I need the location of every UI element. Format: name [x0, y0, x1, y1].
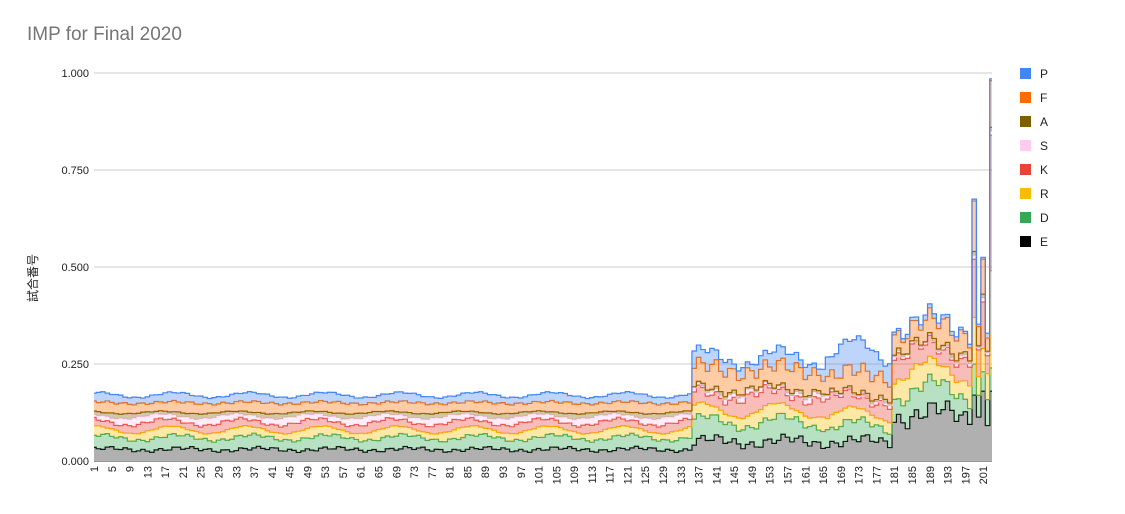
legend-item-e[interactable]: E — [1020, 235, 1048, 249]
series-line-r — [94, 270, 992, 435]
x-tick-label: 121 — [622, 466, 634, 484]
x-tick-label: 189 — [925, 466, 937, 484]
x-tick-label: 17 — [160, 466, 172, 478]
legend-swatch — [1020, 68, 1031, 79]
legend-swatch — [1020, 212, 1031, 223]
x-tick-label: 77 — [427, 466, 439, 478]
x-tick-label: 153 — [765, 466, 777, 484]
x-tick-label: 93 — [498, 466, 510, 478]
x-tick-label: 33 — [231, 466, 243, 478]
legend-label: P — [1040, 67, 1048, 81]
x-tick-label: 169 — [836, 466, 848, 484]
legend-label: R — [1040, 187, 1049, 201]
legend-item-s[interactable]: S — [1020, 139, 1048, 153]
legend-label: D — [1040, 211, 1049, 225]
x-tick-label: 197 — [960, 466, 972, 484]
x-tick-label: 29 — [213, 466, 225, 478]
x-tick-label: 89 — [480, 466, 492, 478]
x-tick-label: 149 — [747, 466, 759, 484]
x-tick-label: 13 — [142, 466, 154, 478]
legend-item-d[interactable]: D — [1020, 211, 1049, 225]
legend-item-a[interactable]: A — [1020, 115, 1048, 129]
x-tick-label: 61 — [356, 466, 368, 478]
series-area-p — [94, 78, 992, 406]
x-tick-label: 73 — [409, 466, 421, 478]
x-tick-label: 57 — [338, 466, 350, 478]
legend-label: S — [1040, 139, 1048, 153]
x-tick-label: 69 — [391, 466, 403, 478]
series-area-e — [94, 391, 992, 461]
legend-swatch — [1020, 140, 1031, 151]
x-tick-label: 37 — [249, 466, 261, 478]
legend-label: F — [1040, 91, 1047, 105]
x-tick-label: 117 — [605, 466, 617, 484]
x-tick-label: 25 — [196, 466, 208, 478]
y-tick-label: 1.000 — [61, 68, 89, 80]
x-tick-label: 181 — [889, 466, 901, 484]
x-tick-label: 41 — [267, 466, 279, 478]
series-line-e — [94, 390, 992, 454]
x-tick-label: 177 — [871, 466, 883, 484]
legend-item-k[interactable]: K — [1020, 163, 1048, 177]
x-tick-label: 53 — [320, 466, 332, 478]
x-tick-label: 9 — [125, 466, 137, 472]
series-line-a — [94, 126, 992, 415]
legend-label: E — [1040, 235, 1048, 249]
legend-swatch — [1020, 164, 1031, 175]
series-line-p — [94, 78, 992, 400]
x-tick-label: 85 — [462, 466, 474, 478]
x-tick-label: 81 — [445, 466, 457, 478]
x-tick-label: 137 — [694, 466, 706, 484]
x-tick-label: 145 — [729, 466, 741, 484]
legend-label: K — [1040, 163, 1048, 177]
x-tick-label: 105 — [551, 466, 563, 484]
x-tick-label: 21 — [178, 466, 190, 478]
x-tick-label: 49 — [302, 466, 314, 478]
series-line-f — [94, 80, 992, 406]
x-tick-label: 113 — [587, 466, 599, 484]
x-tick-label: 165 — [818, 466, 830, 484]
legend-label: A — [1040, 115, 1048, 129]
y-tick-label: 0.250 — [61, 359, 89, 371]
x-tick-label: 125 — [640, 466, 652, 484]
legend-swatch — [1020, 188, 1031, 199]
x-tick-label: 101 — [534, 466, 546, 484]
series-area-d — [94, 364, 992, 453]
x-tick-label: 141 — [711, 466, 723, 484]
legend-swatch — [1020, 92, 1031, 103]
series-line-d — [94, 363, 992, 443]
x-tick-label: 133 — [676, 466, 688, 484]
y-axis-ticks: 0.000 0.250 0.500 0.750 1.000 — [61, 68, 89, 468]
x-tick-label: 45 — [285, 466, 297, 478]
x-tick-label: 161 — [800, 466, 812, 484]
x-tick-label: 193 — [943, 466, 955, 484]
x-tick-label: 185 — [907, 466, 919, 484]
legend-item-r[interactable]: R — [1020, 187, 1049, 201]
chart-title: IMP for Final 2020 — [27, 24, 182, 45]
legend-item-p[interactable]: P — [1020, 67, 1048, 81]
y-tick-label: 0.500 — [61, 262, 89, 274]
y-tick-label: 0.750 — [61, 165, 89, 177]
x-tick-label: 201 — [978, 466, 990, 484]
y-tick-label: 0.000 — [61, 456, 89, 468]
x-tick-label: 109 — [569, 466, 581, 484]
x-tick-label: 173 — [854, 466, 866, 484]
y-axis-label: 試合番号 — [25, 254, 40, 302]
x-axis-ticks: 1 5 9 13 17 21 25 29 33 37 41 45 49 53 57 61 65 69 73 77 81 8… — [89, 466, 990, 484]
x-tick-label: 97 — [516, 466, 528, 478]
x-tick-label: 65 — [374, 466, 386, 478]
x-tick-label: 1 — [89, 466, 101, 472]
legend-swatch — [1020, 236, 1031, 247]
legend-item-f[interactable]: F — [1020, 91, 1047, 105]
legend-swatch — [1020, 116, 1031, 127]
x-tick-label: 157 — [783, 466, 795, 484]
x-tick-label: 5 — [107, 466, 119, 472]
x-tick-label: 129 — [658, 466, 670, 484]
series-areas — [94, 78, 992, 461]
